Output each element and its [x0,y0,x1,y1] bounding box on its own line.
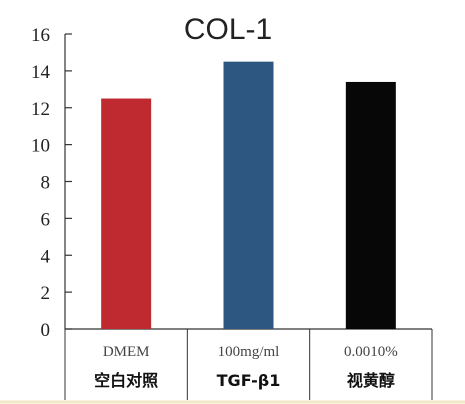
y-axis: 0 2 4 6 8 10 12 14 16 [31,25,72,341]
y-tick-label: 12 [31,99,50,120]
y-tick-label: 2 [41,283,51,304]
chart-title: COL-1 [184,13,272,46]
y-tick-label: 14 [31,62,51,83]
x-category-label: 空白对照 [94,371,158,390]
x-category-label: TGF-β1 [217,371,281,390]
y-tick-label: 0 [41,320,51,341]
x-sublabel: 100mg/ml [218,344,280,360]
y-tick-label: 6 [41,209,51,230]
bar-2 [345,81,396,329]
y-tick-label: 4 [41,246,51,267]
bar-0 [101,98,152,329]
bars [101,61,396,329]
x-labels: DMEM 空白对照 100mg/ml TGF-β1 0.0010% 视黄醇 [94,344,398,390]
bar-1 [223,61,274,329]
x-sublabel: 0.0010% [344,344,398,360]
x-sublabel: DMEM [103,344,150,360]
y-tick-label: 8 [41,173,51,194]
y-tick-label: 10 [31,136,50,157]
y-tick-label: 16 [31,25,50,46]
x-category-label: 视黄醇 [347,371,395,390]
